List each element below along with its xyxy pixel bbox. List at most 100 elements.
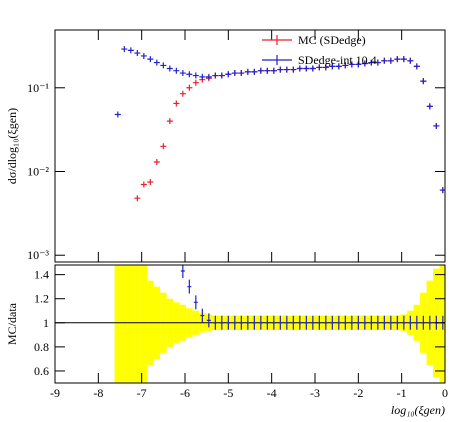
- ratio-point: [278, 315, 283, 330]
- ratio-point: [304, 315, 309, 330]
- y-tick-label: 1: [43, 316, 49, 330]
- data-point: [238, 70, 245, 77]
- data-point: [381, 57, 388, 64]
- data-point: [160, 143, 167, 150]
- ratio-point: [252, 315, 257, 330]
- ratio-point: [369, 315, 374, 330]
- data-point: [407, 57, 414, 64]
- x-tick-label: -6: [180, 386, 190, 400]
- data-point: [166, 65, 173, 72]
- data-point: [134, 50, 141, 57]
- ratio-point: [258, 315, 263, 330]
- ratio-point: [421, 315, 426, 330]
- y-tick-label: 10⁻³: [27, 248, 49, 262]
- ratio-point: [401, 315, 406, 330]
- data-point: [114, 111, 121, 118]
- data-point: [322, 64, 329, 71]
- ratio-point: [226, 315, 231, 330]
- data-point: [147, 178, 154, 185]
- data-point: [374, 59, 381, 66]
- data-point: [205, 73, 212, 80]
- y-axis-label: MC/data: [5, 302, 19, 345]
- ratio-point: [323, 315, 328, 330]
- uncertainty-band: [127, 265, 135, 383]
- data-point: [140, 181, 147, 188]
- x-tick-label: -1: [397, 386, 407, 400]
- data-point: [290, 66, 297, 73]
- ratio-point: [356, 315, 361, 330]
- data-point: [179, 70, 186, 77]
- data-point: [348, 61, 355, 68]
- data-point: [179, 90, 186, 97]
- data-point: [192, 72, 199, 79]
- ratio-point: [408, 315, 413, 330]
- data-point: [121, 46, 128, 53]
- data-point: [153, 158, 160, 165]
- data-point: [433, 122, 440, 129]
- x-tick-label: 0: [442, 386, 448, 400]
- data-point: [296, 65, 303, 72]
- data-point: [283, 66, 290, 73]
- data-point: [186, 84, 193, 91]
- data-point: [140, 52, 147, 59]
- bottom-frame: [54, 264, 446, 384]
- x-tick-label: -4: [267, 386, 277, 400]
- ratio-point: [265, 315, 270, 330]
- ratio-point: [239, 315, 244, 330]
- ratio-point: [297, 315, 302, 330]
- ratio-point: [245, 315, 250, 330]
- data-point: [277, 66, 284, 73]
- data-point: [329, 63, 336, 70]
- x-tick-label: -9: [50, 386, 60, 400]
- ratio-point: [330, 315, 335, 330]
- data-point: [212, 72, 219, 79]
- ratio-point: [219, 315, 224, 330]
- data-point: [270, 67, 277, 74]
- uncertainty-band: [114, 265, 122, 383]
- data-point: [342, 62, 349, 69]
- data-point: [173, 67, 180, 74]
- x-axis-label: log₁₀(ξgen): [391, 403, 445, 417]
- y-tick-label: 10⁻¹: [27, 81, 49, 95]
- data-point: [218, 72, 225, 79]
- uncertainty-band: [121, 265, 128, 383]
- x-tick-label: -7: [137, 386, 147, 400]
- ratio-point: [271, 315, 276, 330]
- data-point: [127, 47, 134, 54]
- data-point: [147, 56, 154, 63]
- ratio-point: [382, 315, 387, 330]
- y-tick-label: 10⁻²: [27, 165, 49, 179]
- data-point: [316, 64, 323, 71]
- data-point: [160, 62, 167, 69]
- data-point: [400, 56, 407, 63]
- top-frame: [54, 29, 446, 263]
- data-point: [368, 59, 375, 66]
- data-point: [231, 70, 238, 77]
- data-point: [361, 60, 368, 67]
- legend-label: MC (SDedge): [298, 33, 366, 47]
- uncertainty-band: [134, 265, 141, 383]
- ratio-point: [349, 315, 354, 330]
- data-point: [173, 100, 180, 107]
- y-axis-label: dσ/dlog₁₀(ξgen): [5, 108, 19, 184]
- data-point: [244, 68, 251, 75]
- ratio-point: [193, 295, 198, 310]
- data-point: [134, 195, 141, 202]
- y-tick-label: 0.8: [34, 340, 49, 354]
- ratio-point: [414, 315, 419, 330]
- ratio-point: [362, 315, 367, 330]
- data-point: [257, 67, 264, 74]
- ratio-point: [187, 279, 192, 294]
- data-point: [426, 103, 433, 110]
- data-point: [186, 71, 193, 78]
- y-tick-label: 1.2: [34, 292, 49, 306]
- ratio-point: [388, 315, 393, 330]
- data-point: [387, 57, 394, 64]
- data-point: [394, 56, 401, 63]
- legend-label: SDedge-int 10.4: [298, 53, 377, 67]
- top-plot: [114, 46, 445, 202]
- ratio-point: [200, 308, 205, 323]
- ratio-point: [395, 315, 400, 330]
- data-point: [192, 79, 199, 86]
